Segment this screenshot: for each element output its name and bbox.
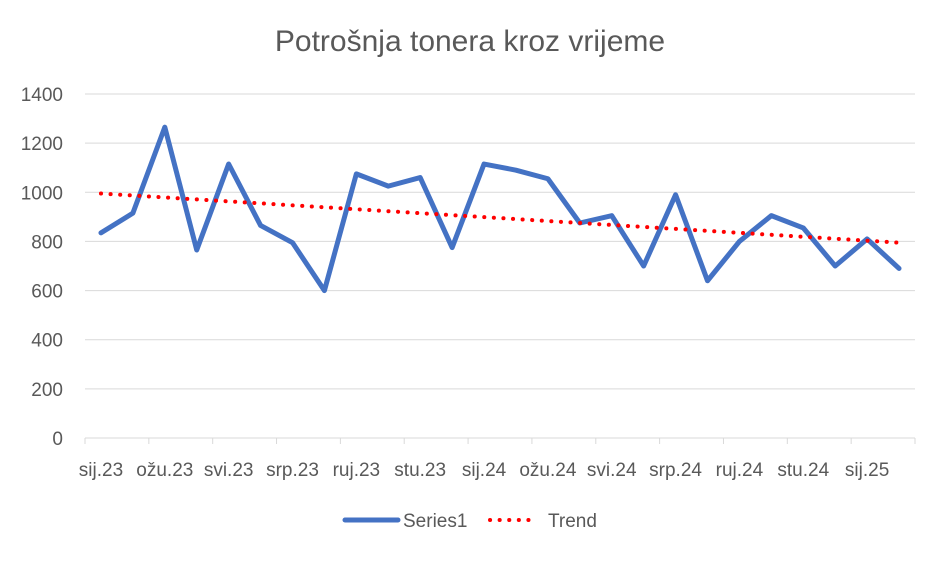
x-tick-label: ožu.24 xyxy=(519,460,576,481)
legend-label-trend: Trend xyxy=(548,511,597,532)
y-tick-label: 200 xyxy=(31,380,63,401)
x-tick-label: svi.24 xyxy=(587,460,637,481)
x-tick-label: stu.24 xyxy=(777,460,829,481)
x-tick-label: ožu.23 xyxy=(136,460,193,481)
x-axis: sij.23 ožu.23 svi.23 srp.23 ruj.23 stu.23 sij.… xyxy=(79,437,916,481)
x-tick-label: stu.23 xyxy=(394,460,446,481)
legend: Series1 Trend xyxy=(342,511,597,532)
x-tick-label: srp.23 xyxy=(266,460,319,481)
legend-label-series1: Series1 xyxy=(403,511,467,532)
x-tick-label: ruj.23 xyxy=(333,460,381,481)
y-tick-label: 1400 xyxy=(21,85,63,106)
y-tick-label: 800 xyxy=(31,232,63,253)
x-tick-label: sij.24 xyxy=(462,460,507,481)
gridlines xyxy=(85,93,915,390)
x-tick-label: ruj.24 xyxy=(716,460,764,481)
y-tick-label: 1000 xyxy=(21,183,63,204)
x-tick-label: srp.24 xyxy=(649,460,702,481)
y-tick-label: 400 xyxy=(31,331,63,352)
y-tick-label: 600 xyxy=(31,282,63,303)
y-axis: 0 200 400 600 800 1000 1200 1400 xyxy=(21,85,63,450)
x-tick-label: sij.23 xyxy=(79,460,123,481)
series-line-main xyxy=(98,124,902,294)
series-area xyxy=(98,124,902,294)
x-tick-label: svi.23 xyxy=(204,460,254,481)
x-tick-label: sij.25 xyxy=(845,460,889,481)
chart-title: Potrošnja tonera kroz vrijeme xyxy=(275,25,665,58)
series-line-trend xyxy=(98,191,902,245)
y-tick-label: 1200 xyxy=(21,134,63,155)
y-tick-label: 0 xyxy=(52,429,63,450)
